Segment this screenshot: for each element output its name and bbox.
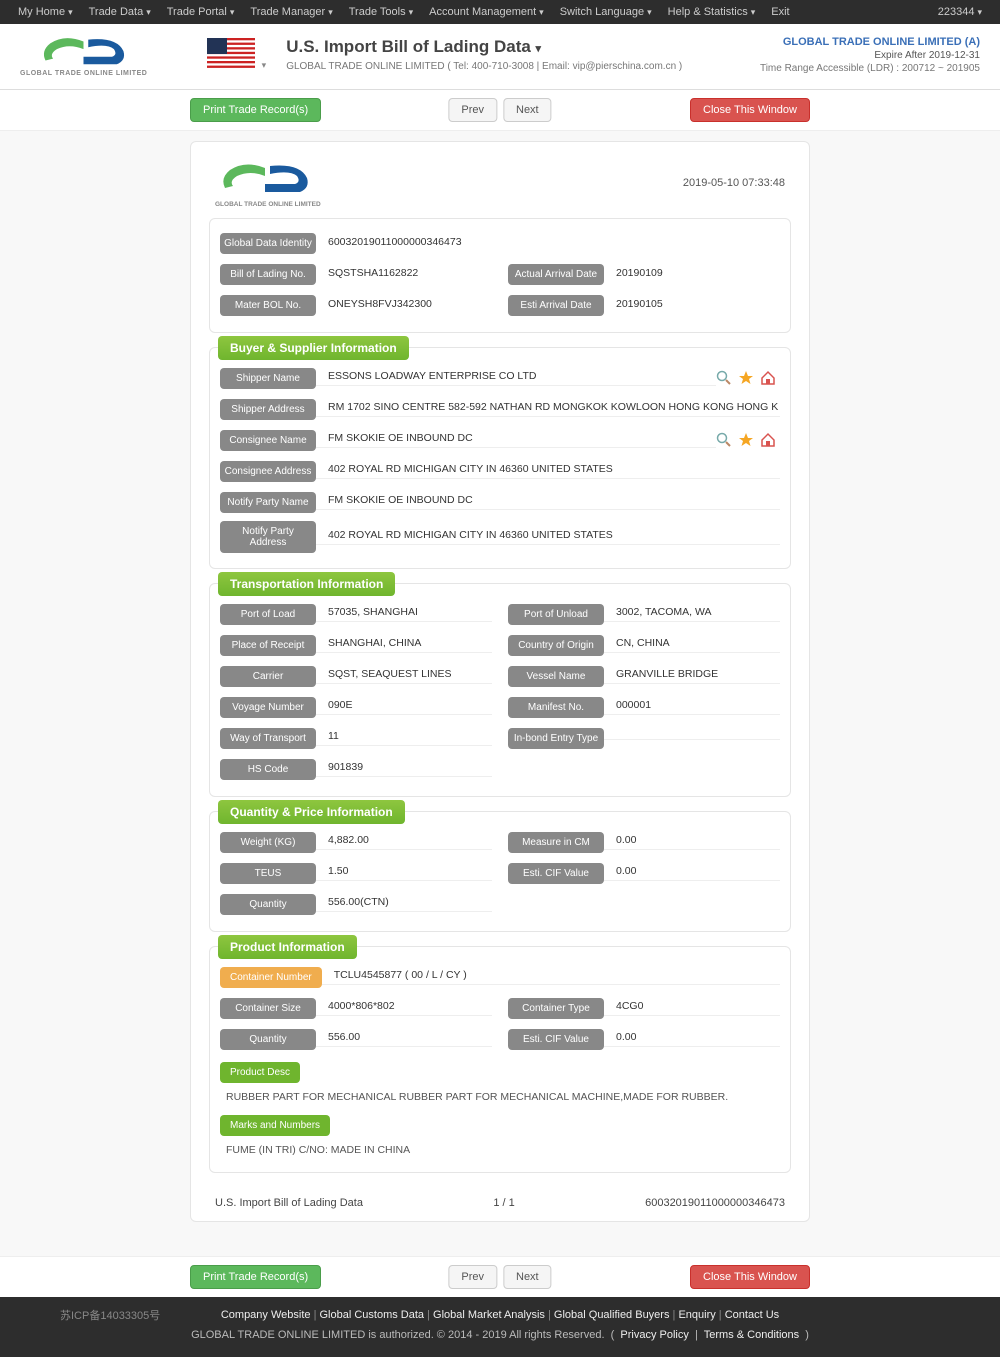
nav-my-home[interactable]: My Home▾ [10, 6, 81, 18]
flag-icon[interactable]: ▾ [207, 38, 266, 71]
field-row: Measure in CM0.00 [508, 830, 780, 854]
nav-exit[interactable]: Exit [763, 6, 797, 18]
record-logo: GLOBAL TRADE ONLINE LIMITED [215, 158, 321, 208]
close-button[interactable]: Close This Window [690, 1265, 810, 1289]
page-title[interactable]: U.S. Import Bill of Lading Data ▾ [286, 37, 682, 57]
action-bar-top: Print Trade Record(s) Prev Next Close Th… [0, 90, 1000, 131]
page-subtitle: GLOBAL TRADE ONLINE LIMITED ( Tel: 400-7… [286, 61, 682, 72]
field-row: Esti. CIF Value0.00 [508, 861, 780, 885]
field-row: Port of Load57035, SHANGHAI [220, 602, 492, 626]
field-row: Country of OriginCN, CHINA [508, 633, 780, 657]
product-desc: RUBBER PART FOR MECHANICAL RUBBER PART F… [220, 1083, 780, 1111]
container-number-pill: Container Number [220, 967, 322, 988]
user-menu[interactable]: 223344▾ [930, 6, 990, 18]
field-row: Esti. CIF Value0.00 [508, 1027, 780, 1051]
field-row: Quantity556.00(CTN) [220, 892, 492, 916]
prev-button[interactable]: Prev [448, 1265, 497, 1289]
timestamp: 2019-05-10 07:33:48 [683, 177, 785, 189]
home-icon[interactable] [760, 432, 776, 448]
prev-button[interactable]: Prev [448, 98, 497, 122]
field-row: Manifest No.000001 [508, 695, 780, 719]
product-desc-pill: Product Desc [220, 1062, 300, 1083]
buyer-card: Buyer & Supplier Information Shipper Nam… [209, 347, 791, 569]
privacy-link[interactable]: Privacy Policy [620, 1329, 688, 1341]
field-row: HS Code901839 [220, 757, 492, 781]
home-icon[interactable] [760, 370, 776, 386]
nav-trade-data[interactable]: Trade Data▾ [81, 6, 159, 18]
nav-help-statistics[interactable]: Help & Statistics▾ [660, 6, 764, 18]
print-button[interactable]: Print Trade Record(s) [190, 1265, 321, 1289]
time-range-text: Time Range Accessible (LDR) : 200712 ~ 2… [760, 63, 980, 74]
footer-link[interactable]: Company Website [221, 1309, 311, 1321]
company-link[interactable]: GLOBAL TRADE ONLINE LIMITED (A) [760, 36, 980, 48]
top-navbar: My Home▾Trade Data▾Trade Portal▾Trade Ma… [0, 0, 1000, 24]
field-row: Way of Transport11 [220, 726, 492, 750]
star-icon[interactable] [738, 370, 754, 386]
nav-trade-tools[interactable]: Trade Tools▾ [341, 6, 421, 18]
field-row: Container Type4CG0 [508, 996, 780, 1020]
print-button[interactable]: Print Trade Record(s) [190, 98, 321, 122]
logo: GLOBAL TRADE ONLINE LIMITED [20, 32, 147, 77]
nav-account-management[interactable]: Account Management▾ [421, 6, 552, 18]
transport-title: Transportation Information [218, 572, 395, 596]
field-row: Container Size4000*806*802 [220, 996, 492, 1020]
search-icon[interactable] [716, 432, 732, 448]
field-row: In-bond Entry Type [508, 726, 780, 750]
expire-text: Expire After 2019-12-31 [760, 50, 980, 61]
marks-text: FUME (IN TRI) C/NO: MADE IN CHINA [220, 1136, 780, 1164]
quantity-card: Quantity & Price Information Weight (KG)… [209, 811, 791, 932]
close-button[interactable]: Close This Window [690, 98, 810, 122]
nav-trade-manager[interactable]: Trade Manager▾ [242, 6, 340, 18]
field-row: Quantity556.00 [220, 1027, 492, 1051]
field-row: Weight (KG)4,882.00 [220, 830, 492, 854]
transport-card: Transportation Information Port of Load5… [209, 583, 791, 797]
page-header: GLOBAL TRADE ONLINE LIMITED ▾ U.S. Impor… [0, 24, 1000, 90]
icp-text: 苏ICP备14033305号 [60, 1307, 160, 1323]
search-icon[interactable] [716, 370, 732, 386]
nav-trade-portal[interactable]: Trade Portal▾ [159, 6, 243, 18]
field-row: Voyage Number090E [220, 695, 492, 719]
footer-link[interactable]: Contact Us [725, 1309, 779, 1321]
footer-link[interactable]: Global Market Analysis [433, 1309, 545, 1321]
quantity-title: Quantity & Price Information [218, 800, 405, 824]
footer-link[interactable]: Global Customs Data [320, 1309, 425, 1321]
product-title: Product Information [218, 935, 357, 959]
field-row: Vessel NameGRANVILLE BRIDGE [508, 664, 780, 688]
record-footer: U.S. Import Bill of Lading Data 1 / 1 60… [209, 1187, 791, 1209]
field-row: CarrierSQST, SEAQUEST LINES [220, 664, 492, 688]
field-row: Port of Unload3002, TACOMA, WA [508, 602, 780, 626]
buyer-title: Buyer & Supplier Information [218, 336, 409, 360]
nav-switch-language[interactable]: Switch Language▾ [552, 6, 660, 18]
record-panel: GLOBAL TRADE ONLINE LIMITED 2019-05-10 0… [190, 141, 810, 1222]
field-row: TEUS1.50 [220, 861, 492, 885]
terms-link[interactable]: Terms & Conditions [704, 1329, 799, 1341]
footer-link[interactable]: Enquiry [678, 1309, 715, 1321]
footer-link[interactable]: Global Qualified Buyers [554, 1309, 670, 1321]
next-button[interactable]: Next [503, 1265, 552, 1289]
marks-pill: Marks and Numbers [220, 1115, 330, 1136]
star-icon[interactable] [738, 432, 754, 448]
next-button[interactable]: Next [503, 98, 552, 122]
page-footer: 苏ICP备14033305号 Company Website | Global … [0, 1297, 1000, 1357]
action-bar-bottom: Print Trade Record(s) Prev Next Close Th… [0, 1256, 1000, 1297]
field-row: Place of ReceiptSHANGHAI, CHINA [220, 633, 492, 657]
product-card: Product Information Container NumberTCLU… [209, 946, 791, 1173]
identity-card: Global Data Identity60032019011000000346… [209, 218, 791, 333]
